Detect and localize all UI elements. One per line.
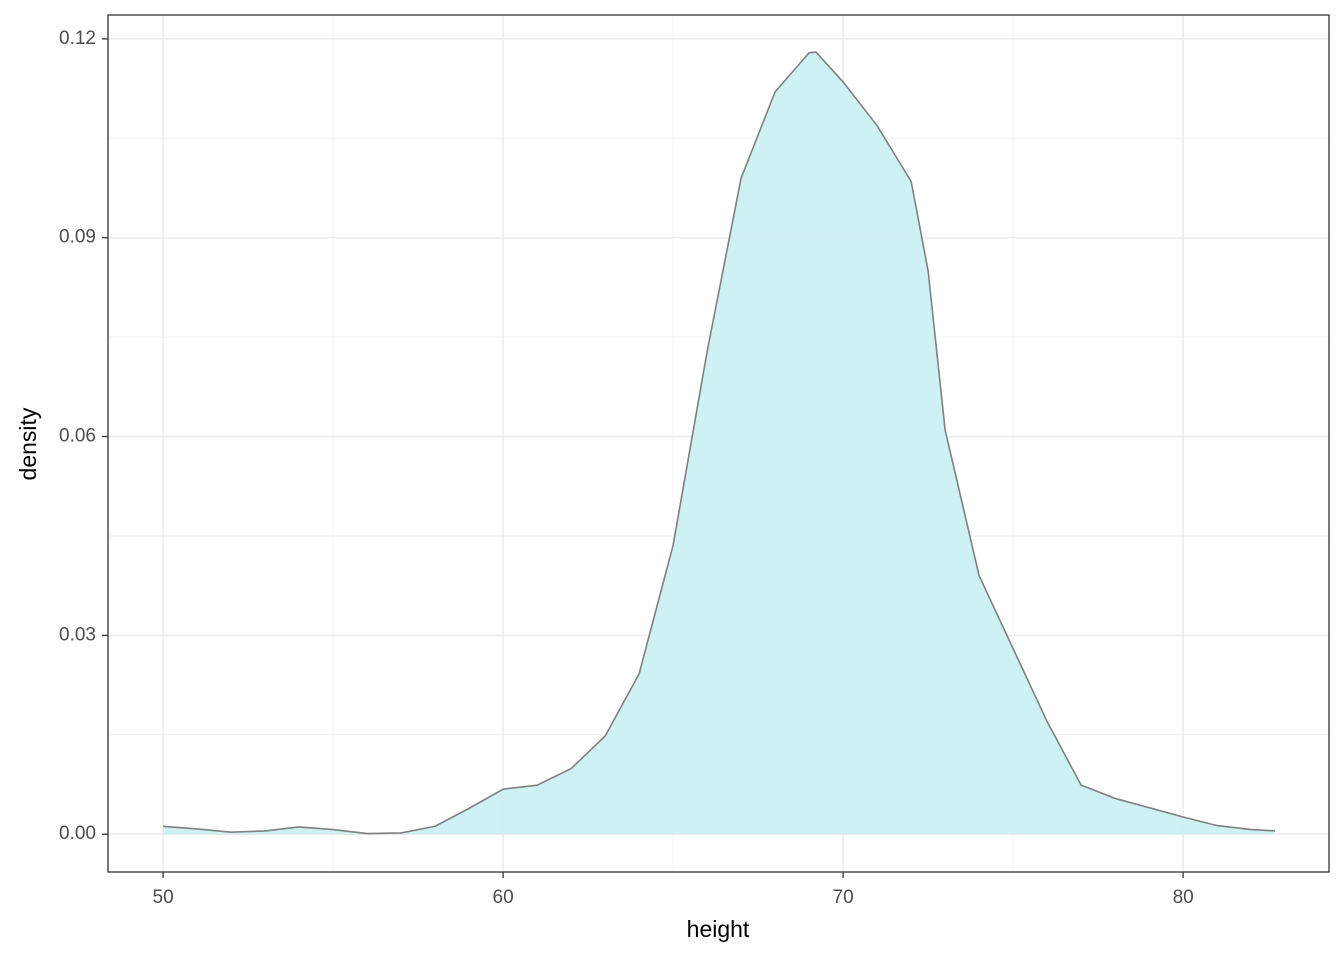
panel-border bbox=[107, 14, 1330, 873]
y-tick-label: 0.00 bbox=[59, 823, 96, 844]
y-tick-label: 0.03 bbox=[59, 624, 96, 645]
y-tick-label: 0.12 bbox=[59, 28, 96, 49]
area-fill bbox=[163, 52, 1275, 835]
y-tick-label: 0.09 bbox=[59, 227, 96, 248]
y-tick-label: 0.06 bbox=[59, 426, 96, 447]
density-line bbox=[163, 51, 1275, 835]
x-tick-label: 80 bbox=[1173, 887, 1194, 908]
x-tick-label: 70 bbox=[833, 887, 854, 908]
x-tick-label: 60 bbox=[493, 887, 514, 908]
x-tick-label: 50 bbox=[153, 887, 174, 908]
x-axis-title: height bbox=[687, 916, 750, 942]
y-axis-title: density bbox=[15, 407, 41, 480]
